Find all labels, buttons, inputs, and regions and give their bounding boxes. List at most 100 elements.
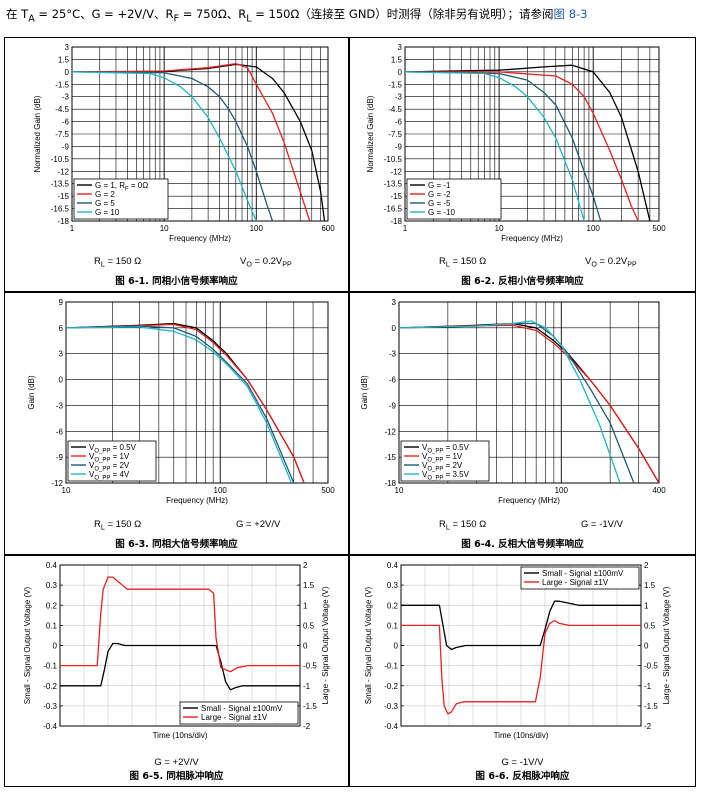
fig66-y2tick-label: 1 (644, 601, 649, 610)
fig63-legend-label-3-part-0: V (89, 470, 95, 479)
fig64-ylabel: Gain (dB) (360, 375, 369, 410)
fig63-caption: 图 6-3. 同相大信号频率响应 (115, 538, 238, 550)
fig64-condition-left-part-2: = 150 Ω (450, 519, 486, 530)
fig62-series-3 (405, 71, 585, 221)
header-text-b: = 25°C、G = +2V/V、R (34, 7, 174, 21)
fig61-ylabel: Normalized Gain (dB) (33, 95, 42, 172)
fig65-ytick-label: 0.3 (46, 581, 58, 590)
fig61-ytick-label: -4.5 (55, 105, 69, 114)
fig65-ytick-label: 0 (53, 642, 58, 651)
fig61-series-1 (72, 62, 311, 221)
fig65-legend-label-0: Small - Signal ±100mV (201, 704, 283, 713)
fig65-y2tick-label: 1.5 (303, 581, 315, 590)
fig65-frame (4, 555, 349, 787)
fig62-legend-label-3: G = -10 (428, 208, 455, 217)
fig64-legend-label-3-part-0: V (422, 470, 428, 479)
fig62-legend-label-1: G = -2 (428, 190, 451, 199)
fig63-legend-label-0-part-0: V (89, 443, 95, 452)
fig65-y2tick-label: -0.5 (303, 662, 317, 671)
fig63-ytick-label: -9 (56, 453, 64, 462)
fig66-series-0 (401, 600, 641, 651)
fig61-condition-right-part-3: PP (282, 261, 292, 269)
fig66-frame (349, 555, 696, 787)
fig65-ytick-label: 0.1 (46, 621, 58, 630)
fig64-legend-label-2: VO_PP = 2V (422, 461, 463, 473)
fig65-y2tick-label: 0.5 (303, 621, 315, 630)
fig62-series-0 (405, 64, 651, 221)
fig62-xtick-label: 100 (587, 224, 601, 233)
fig63-condition-left: RL = 150 Ω (94, 519, 141, 532)
fig65-ytick-label: -0.3 (43, 702, 57, 711)
fig64-legend-label-1-part-0: V (422, 452, 428, 461)
fig66-ylabel: Small - Signal Output Voltage (V) (364, 586, 373, 704)
fig66-ytick-label: 0.2 (387, 601, 399, 610)
fig63-ytick-label: 0 (59, 376, 64, 385)
fig63-series (66, 322, 305, 483)
fig64-ytick-label: -6 (389, 376, 397, 385)
fig62-xtick-label: 500 (652, 224, 666, 233)
fig61-ytick-label: 0 (65, 68, 70, 77)
fig61-legend-label-1: G = 2 (95, 190, 115, 199)
fig63-ytick-label: 9 (59, 298, 64, 307)
fig62-condition-left-part-0: R (439, 256, 446, 267)
figure-6-2-cell: 3 1.5 0 -1.5 -3 -4.5 -6 -7.5 -9 -10.5 -12 -13.5 -15 -… (349, 37, 696, 292)
fig61-legend-label-3: G = 10 (95, 208, 120, 217)
fig66-ytick-label: 0 (394, 642, 399, 651)
fig62-condition-left: RL = 150 Ω (439, 256, 486, 269)
fig63-legend-label-2-part-2: = 2V (110, 461, 130, 470)
fig62-condition-right-part-3: PP (627, 261, 637, 269)
fig61-xtick-label: 600 (321, 224, 335, 233)
fig65-ylabel: Small - Signal Output Voltage (V) (23, 586, 32, 704)
fig61-xtick-label: 10 (160, 224, 169, 233)
fig62-ytick-label: -12 (390, 167, 402, 176)
fig66-xlabel: Time (10ns/div) (494, 731, 549, 740)
figure-link[interactable]: 图 8-3 (553, 7, 588, 21)
fig66-y2tick-label: -0.5 (644, 662, 658, 671)
header-ta-sub: A (28, 13, 35, 25)
fig63-xlabel: Frequency (MHz) (166, 496, 228, 505)
fig61-legend-label-1-part-0: G = 2 (95, 190, 115, 199)
fig62-legend-label-2-part-0: G = -5 (428, 199, 451, 208)
fig61-ytick-label: -7.5 (55, 130, 69, 139)
fig63-legend-label-2-part-0: V (89, 461, 95, 470)
fig61-legend-label-3-part-0: G = 10 (95, 208, 120, 217)
fig64-legend-label-2-part-0: V (422, 461, 428, 470)
fig65-y2tick-label: 1 (303, 601, 308, 610)
fig61-ytick-label: -6 (62, 118, 70, 127)
fig61-ytick-label: 3 (65, 43, 70, 52)
fig66-y2tick-label: 1.5 (644, 581, 656, 590)
fig66-y2label: Large - Signal Output Voltage (V) (662, 586, 671, 704)
fig62-ytick-label: -13.5 (384, 180, 403, 189)
fig62-ytick-label: -4.5 (388, 105, 402, 114)
fig61-condition-left-part-0: R (94, 256, 101, 267)
fig65-condition: G = +2V/V (154, 757, 199, 768)
fig64-ytick-label: -18 (384, 479, 396, 488)
fig61-condition-right: VO = 0.2VPP (240, 256, 292, 269)
fig61-legend-label-0-part-0: G = 1, R (95, 181, 125, 190)
fig61-legend-label-0-part-1: F (125, 187, 129, 193)
fig63-legend-label-3-part-2: = 4V (110, 470, 130, 479)
fig64-legend-label-1: VO_PP = 1V (422, 452, 463, 464)
fig61-condition-right-part-1: O (246, 261, 252, 269)
fig62-ytick-label: -1.5 (388, 80, 402, 89)
header-rf-sub: F (173, 13, 180, 25)
fig61-series-2 (72, 71, 274, 221)
fig66-ytick-label: 0.4 (387, 561, 399, 570)
fig61-condition-right-part-2: = 0.2V (252, 256, 283, 267)
fig66-legend-label-1: Large - Signal ±1V (542, 578, 609, 587)
fig64-legend-label-2-part-2: = 2V (443, 461, 463, 470)
fig64-plot-frame (398, 301, 660, 484)
fig65-legend-label-1-part-0: Large - Signal ±1V (201, 713, 268, 722)
fig62-xlabel: Frequency (MHz) (501, 234, 563, 243)
figure-6-3-cell: 9 6 3 0 -3 -6 -9 -12 10 100 500 Frequency (MHz) Gain… (4, 292, 349, 555)
fig62-xtick-label: 10 (495, 224, 504, 233)
figure-6-1-cell: 3 1.5 0 -1.5 -3 -4.5 -6 -7.5 -9 -10.5 -12 -13.5 -15 -… (4, 37, 349, 292)
fig65-legend-box (179, 701, 299, 725)
fig63-condition-left-part-0: R (94, 519, 101, 530)
fig63-legend-label-0-part-2: = 0.5V (110, 443, 136, 452)
fig65-svg: 0.4 0.3 0.2 0.1 0 -0.1 -0.2 -0.3 -0.4 2 1.5 1 0.5 0 -0… (4, 555, 349, 787)
fig62-ytick-label: 3 (398, 43, 403, 52)
fig63-series-2 (66, 325, 295, 483)
